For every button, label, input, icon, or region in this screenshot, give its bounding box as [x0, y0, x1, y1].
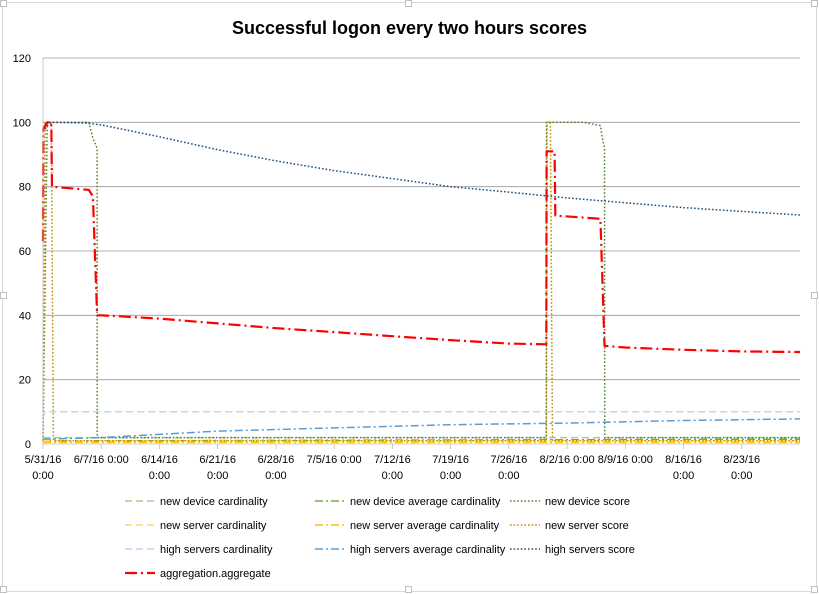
x-tick-label: 7/12/16	[374, 454, 411, 466]
legend-label: aggregation.aggregate	[160, 568, 271, 580]
series-line-aggregation-aggregate	[41, 121, 801, 354]
y-tick-label: 40	[19, 310, 31, 322]
x-tick-label: 6/14/16	[141, 454, 178, 466]
x-tick-label-time: 0:00	[32, 470, 53, 482]
x-tick-label: 7/26/16	[490, 454, 527, 466]
x-tick-label: 7/19/16	[432, 454, 469, 466]
resize-handle-top-right[interactable]	[811, 0, 818, 7]
x-tick-label-time: 0:00	[207, 470, 228, 482]
series-line-high-servers-score	[42, 121, 801, 216]
x-tick-label-time: 0:00	[265, 470, 286, 482]
x-tick-label-time: 0:00	[382, 470, 403, 482]
resize-handle-top-center[interactable]	[405, 0, 412, 7]
x-tick-label: 5/31/16	[25, 454, 62, 466]
resize-handle-bottom-center[interactable]	[405, 586, 412, 593]
x-tick-label: 8/9/16 0:00	[598, 454, 653, 466]
resize-handle-bottom-right[interactable]	[811, 586, 818, 593]
resize-handle-right-middle[interactable]	[811, 292, 818, 299]
legend-label: high servers cardinality	[160, 544, 273, 556]
y-tick-label: 120	[13, 53, 31, 65]
series-line-high-servers-cardinality	[42, 411, 800, 419]
x-tick-label-time: 0:00	[673, 470, 694, 482]
y-tick-label: 20	[19, 375, 31, 387]
series-line-new-server-score	[42, 121, 800, 442]
x-tick-label-time: 0:00	[440, 470, 461, 482]
y-tick-label: 80	[19, 182, 31, 194]
legend-label: new device average cardinality	[350, 496, 501, 508]
resize-handle-top-left[interactable]	[0, 0, 7, 7]
y-tick-label: 100	[13, 117, 31, 129]
legend-label: new server cardinality	[160, 520, 267, 532]
resize-handle-bottom-left[interactable]	[0, 586, 7, 593]
x-tick-label: 6/21/16	[199, 454, 236, 466]
x-tick-label-time: 0:00	[498, 470, 519, 482]
x-tick-label: 6/28/16	[258, 454, 295, 466]
series-line-new-device-score	[42, 121, 800, 441]
x-tick-label: 8/2/16 0:00	[540, 454, 595, 466]
legend-label: new server score	[545, 520, 629, 532]
x-tick-label-time: 0:00	[731, 470, 752, 482]
legend-label: new server average cardinality	[350, 520, 500, 532]
x-tick-label: 6/7/16 0:00	[74, 454, 129, 466]
x-tick-label: 8/23/16	[723, 454, 760, 466]
y-tick-label: 0	[25, 439, 31, 451]
legend-label: new device score	[545, 496, 630, 508]
legend-label: high servers average cardinality	[350, 544, 506, 556]
x-tick-label: 7/5/16 0:00	[307, 454, 362, 466]
x-tick-label: 8/16/16	[665, 454, 702, 466]
legend-label: new device cardinality	[160, 496, 268, 508]
x-tick-label-time: 0:00	[149, 470, 170, 482]
series-line-high-servers-average-cardinality	[42, 418, 801, 440]
chart-title: Successful logon every two hours scores	[231, 18, 588, 38]
legend-label: high servers score	[545, 544, 635, 556]
y-tick-label: 60	[19, 246, 31, 258]
resize-handle-left-middle[interactable]	[0, 292, 7, 299]
